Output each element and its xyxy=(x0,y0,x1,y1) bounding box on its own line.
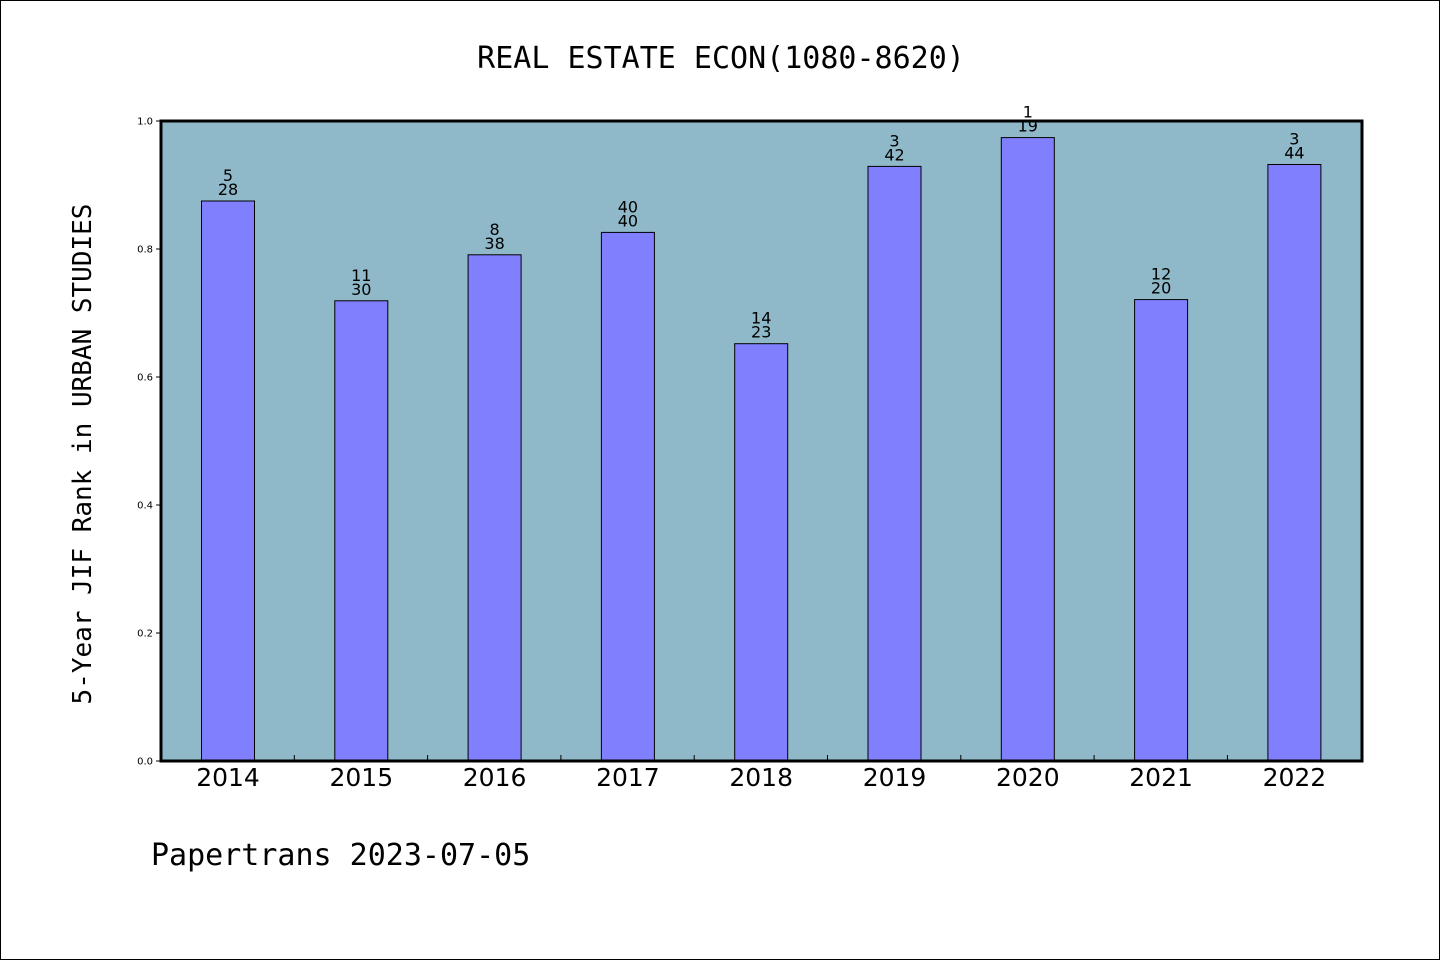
bar-2021 xyxy=(1134,299,1189,762)
bar-label-total-2021: 20 xyxy=(1151,279,1171,298)
x-tick-label-2018: 2018 xyxy=(729,763,793,792)
bar-label-total-2015: 30 xyxy=(351,280,371,299)
bar-2018 xyxy=(734,343,789,762)
bar-2017 xyxy=(600,231,655,762)
bar-label-rank-2016: 8 xyxy=(490,220,500,239)
x-tick-label-2019: 2019 xyxy=(863,763,927,792)
x-tick-label-2017: 2017 xyxy=(596,763,660,792)
bar-label-rank-2018: 14 xyxy=(751,309,771,328)
x-tick-label-2014: 2014 xyxy=(196,763,260,792)
ticks-group: 2014 2015 2016 2017 2018 2019 2020 2021 20220.00… xyxy=(137,117,1326,793)
x-tick-label-2015: 2015 xyxy=(329,763,393,792)
x-tick-label-2016: 2016 xyxy=(463,763,527,792)
bar-label-total-2019: 42 xyxy=(884,145,904,164)
x-tick-label-2021: 2021 xyxy=(1129,763,1193,792)
y-tick-label-5: 1.0 xyxy=(137,117,153,128)
bar-label-total-2017: 40 xyxy=(618,211,638,230)
x-tick-label-2020: 2020 xyxy=(996,763,1060,792)
bar-2020 xyxy=(1000,137,1055,762)
bar-label-total-2016: 38 xyxy=(484,234,504,253)
bar-label-total-2020: 19 xyxy=(1018,117,1038,136)
bar-2019 xyxy=(867,165,922,762)
plot-frame xyxy=(159,119,1364,763)
bar-2016 xyxy=(467,254,522,762)
bar-label-rank-2015: 11 xyxy=(351,266,371,285)
bar-label-rank-2021: 12 xyxy=(1151,265,1171,284)
bar-label-rank-2014: 5 xyxy=(223,166,233,185)
bar-label-total-2022: 44 xyxy=(1284,144,1304,163)
y-tick-label-3: 0.6 xyxy=(137,373,153,384)
bar-2022 xyxy=(1267,164,1322,762)
footer-credit: Papertrans 2023-07-05 xyxy=(151,838,530,873)
x-tick-label-2022: 2022 xyxy=(1263,763,1327,792)
bar-2015 xyxy=(334,300,389,762)
y-tick-label-0: 0.0 xyxy=(137,757,153,768)
y-tick-label-1: 0.2 xyxy=(137,629,153,640)
y-tick-label-4: 0.8 xyxy=(137,245,153,256)
y-axis-label: 5-Year JIF Rank in URBAN STUDIES xyxy=(68,204,98,705)
bar-label-rank-2022: 3 xyxy=(1289,130,1299,149)
bar-label-rank-2019: 3 xyxy=(889,131,899,150)
bar-2014 xyxy=(201,200,255,762)
bar-label-rank-2017: 40 xyxy=(618,197,638,216)
bar-label-rank-2020: 1 xyxy=(1023,103,1033,122)
chart-title: REAL ESTATE ECON(1080-8620) xyxy=(477,41,965,76)
bar-label-total-2014: 28 xyxy=(218,180,238,199)
bar-label-total-2018: 23 xyxy=(751,323,771,342)
y-tick-label-2: 0.4 xyxy=(137,501,153,512)
